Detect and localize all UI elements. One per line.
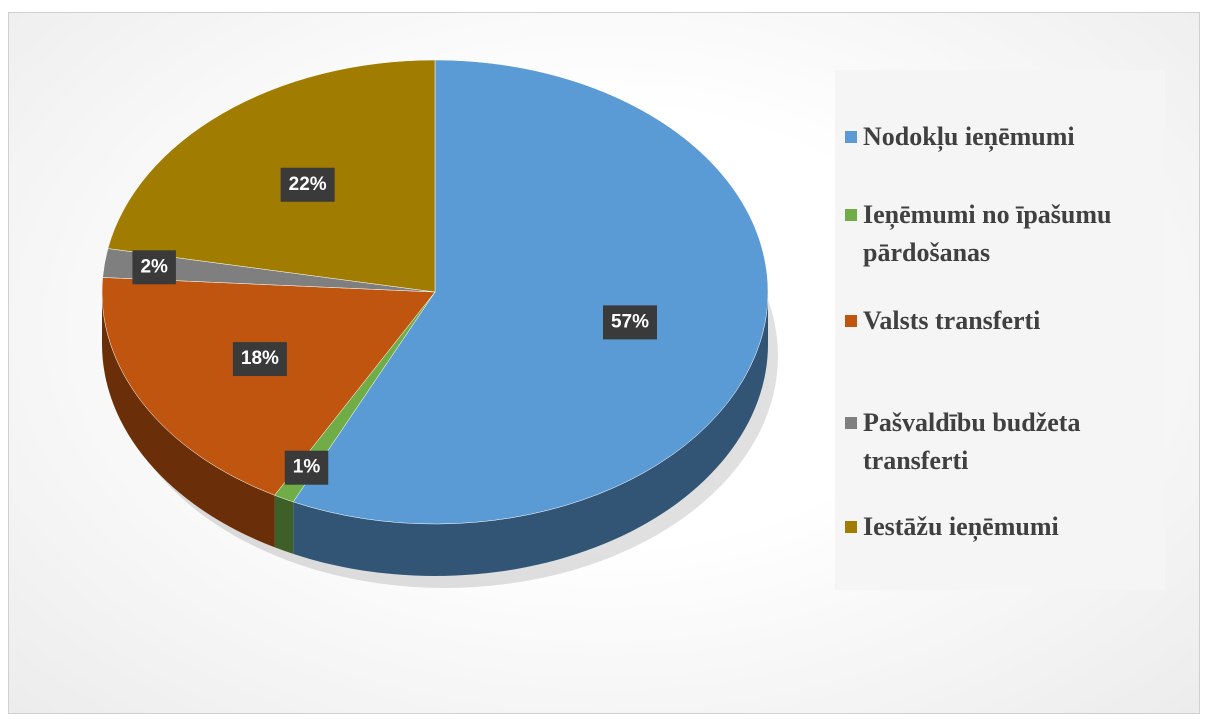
data-label-box <box>132 250 176 285</box>
legend-swatch <box>845 131 857 143</box>
legend-label: Ieņēmumi no īpašumu pārdošanas <box>863 200 1112 267</box>
data-label: 18% <box>241 348 279 369</box>
slice <box>101 277 436 496</box>
legend-label: Pašvaldību budžeta transferti <box>863 408 1081 475</box>
slice-side <box>274 495 294 554</box>
data-label: 57% <box>611 311 649 332</box>
legend-label: Nodokļu ieņēmumi <box>863 122 1075 151</box>
slice <box>107 59 436 293</box>
legend-swatch <box>845 209 857 221</box>
slice-side <box>102 292 275 548</box>
legend-label: Iestāžu ieņēmumi <box>863 512 1059 541</box>
legend-item: Nodokļu ieņēmumi <box>845 118 1163 156</box>
legend-item: Ieņēmumi no īpašumu pārdošanas <box>845 196 1163 272</box>
data-label: 1% <box>293 457 321 478</box>
data-label: 22% <box>289 174 327 195</box>
legend-label: Valsts transferti <box>863 306 1041 335</box>
legend-item: Valsts transferti <box>845 302 1163 340</box>
legend-item: Pašvaldību budžeta transferti <box>845 404 1163 480</box>
legend-swatch <box>845 521 857 533</box>
legend-swatch <box>845 315 857 327</box>
data-label-box <box>232 342 287 377</box>
legend: Nodokļu ieņēmumi Ieņēmumi no īpašumu pārd… <box>835 70 1165 590</box>
data-label-box <box>602 305 658 340</box>
legend-swatch <box>845 417 857 429</box>
slice <box>292 59 769 525</box>
legend-item: Iestāžu ieņēmumi <box>845 508 1163 546</box>
data-label: 2% <box>140 256 168 277</box>
data-label-box <box>280 167 335 202</box>
data-label-box <box>284 450 329 485</box>
slice-side <box>293 292 768 576</box>
